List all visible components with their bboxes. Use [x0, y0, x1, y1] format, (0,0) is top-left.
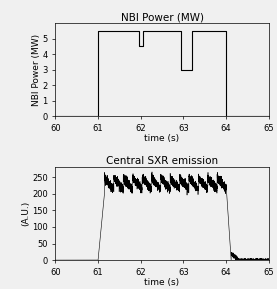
Title: NBI Power (MW): NBI Power (MW)	[120, 12, 204, 22]
Y-axis label: NBI Power (MW): NBI Power (MW)	[32, 34, 41, 106]
Title: Central SXR emission: Central SXR emission	[106, 156, 218, 166]
X-axis label: time (s): time (s)	[145, 278, 179, 287]
Y-axis label: (A.U.): (A.U.)	[22, 201, 31, 226]
X-axis label: time (s): time (s)	[145, 134, 179, 143]
